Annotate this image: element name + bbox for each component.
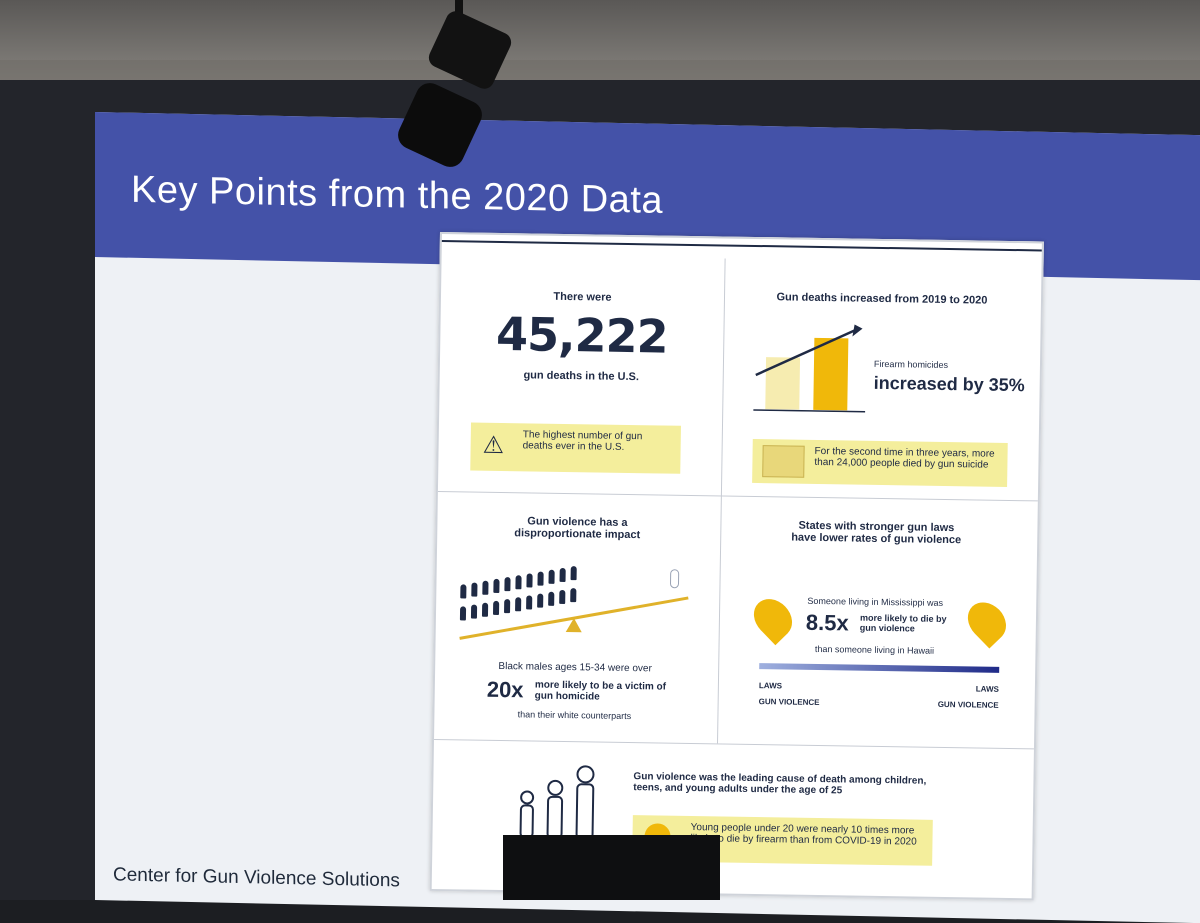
panel4-post: than someone living in Hawaii [814,643,935,656]
panel3-pre: Black males ages 15-34 were over [498,660,652,675]
panel1-note: ⚠ The highest number of gun deaths ever … [470,422,681,474]
panel2-note: For the second time in three years, more… [752,438,1008,487]
warning-icon: ⚠ [482,431,505,460]
panel2-label: Firearm homicides [873,358,949,370]
panel3-title: Gun violence has a disproportionate impa… [514,515,641,542]
legend-left-laws: LAWS [758,681,783,691]
increase-bar-icon [753,324,866,413]
laws-gradient-bar [759,663,1000,673]
panel4-desc: more likely to die by gun violence [859,612,947,634]
panel1-post: gun deaths in the U.S. [523,369,640,384]
panel2-title: Gun deaths increased from 2019 to 2020 [776,291,988,307]
panel1-note-text: The highest number of gun deaths ever in… [522,429,643,453]
panel3-desc: more likely to be a victim of gun homici… [534,679,667,703]
panel3-post: than their white counterparts [517,709,632,722]
infographic: There were 45,222 gun deaths in the U.S.… [429,232,1044,901]
slide-footer-org: Center for Gun Violence Solutions [113,864,400,892]
documents-icon [762,445,805,478]
panel1-pre: There were [553,290,612,304]
panel2-stat: increased by 35% [873,372,1025,396]
panel3-multiplier: 20x [486,676,524,703]
panel4-multiplier: 8.5x [805,609,849,636]
stage-light [398,0,512,167]
foreground-dark-object [503,835,720,900]
panel4-title: States with stronger gun laws have lower… [791,519,962,547]
seesaw-icon [459,569,689,640]
legend-right-laws: LAWS [975,684,999,694]
legend-right-gun-violence: GUN VIOLENCE [937,699,999,710]
legend-left-gun-violence: GUN VIOLENCE [758,697,820,708]
panel-disproportionate-impact: Gun violence has a disproportionate impa… [434,492,721,743]
panel4-pre: Someone living in Mississippi was [807,595,944,608]
panel2-note-text: For the second time in three years, more… [814,445,995,471]
panel5-title: Gun violence was the leading cause of de… [633,771,927,797]
panel1-number: 45,222 [495,306,669,364]
family-icon [519,765,595,840]
panel-stronger-gun-laws: States with stronger gun laws have lower… [718,496,1036,748]
panel-gun-deaths-total: There were 45,222 gun deaths in the U.S.… [438,244,725,495]
panel-gun-deaths-increase: Gun deaths increased from 2019 to 2020 F… [722,248,1040,500]
hawaii-pin-icon [960,594,1014,649]
panel5-note-text: Young people under 20 were nearly 10 tim… [690,822,917,848]
